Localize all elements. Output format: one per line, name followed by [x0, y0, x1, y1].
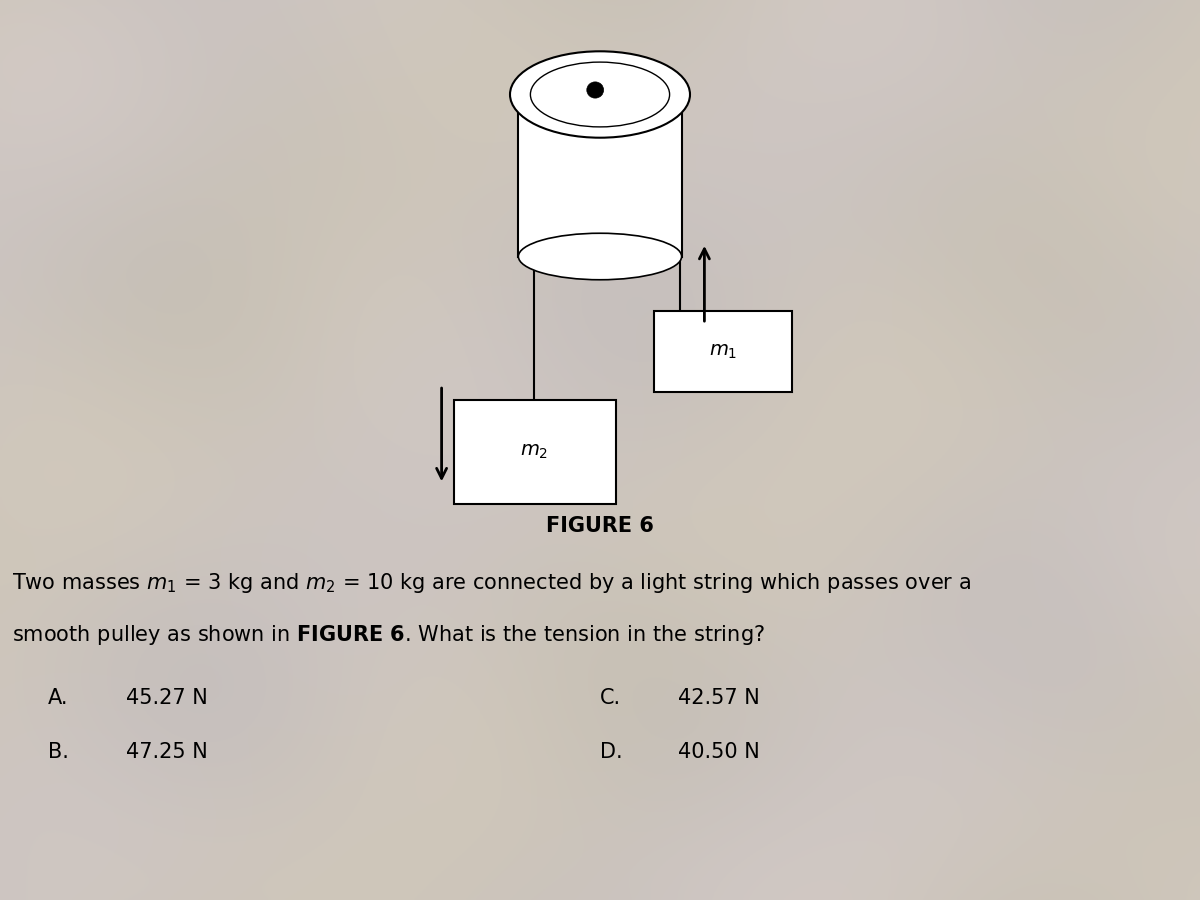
Text: smooth pulley as shown in $\mathbf{FIGURE\ 6}$. What is the tension in the strin: smooth pulley as shown in $\mathbf{FIGUR…: [12, 624, 764, 647]
Bar: [654, 310, 792, 392]
Ellipse shape: [518, 233, 682, 280]
Ellipse shape: [510, 51, 690, 138]
Text: A.: A.: [48, 688, 68, 707]
Text: $m_2$: $m_2$: [520, 442, 548, 462]
Bar: [454, 400, 616, 504]
Text: 40.50 N: 40.50 N: [678, 742, 760, 761]
Text: Two masses $m_1$ = 3 kg and $m_2$ = 10 kg are connected by a light string which : Two masses $m_1$ = 3 kg and $m_2$ = 10 k…: [12, 572, 971, 595]
Text: C.: C.: [600, 688, 622, 707]
Ellipse shape: [530, 62, 670, 127]
Text: D.: D.: [600, 742, 623, 761]
Bar: [518, 94, 682, 256]
Text: FIGURE 6: FIGURE 6: [546, 517, 654, 536]
Text: 45.27 N: 45.27 N: [126, 688, 208, 707]
Text: 47.25 N: 47.25 N: [126, 742, 208, 761]
Ellipse shape: [587, 82, 604, 98]
Text: $m_1$: $m_1$: [709, 341, 738, 361]
Text: 42.57 N: 42.57 N: [678, 688, 760, 707]
Text: B.: B.: [48, 742, 68, 761]
